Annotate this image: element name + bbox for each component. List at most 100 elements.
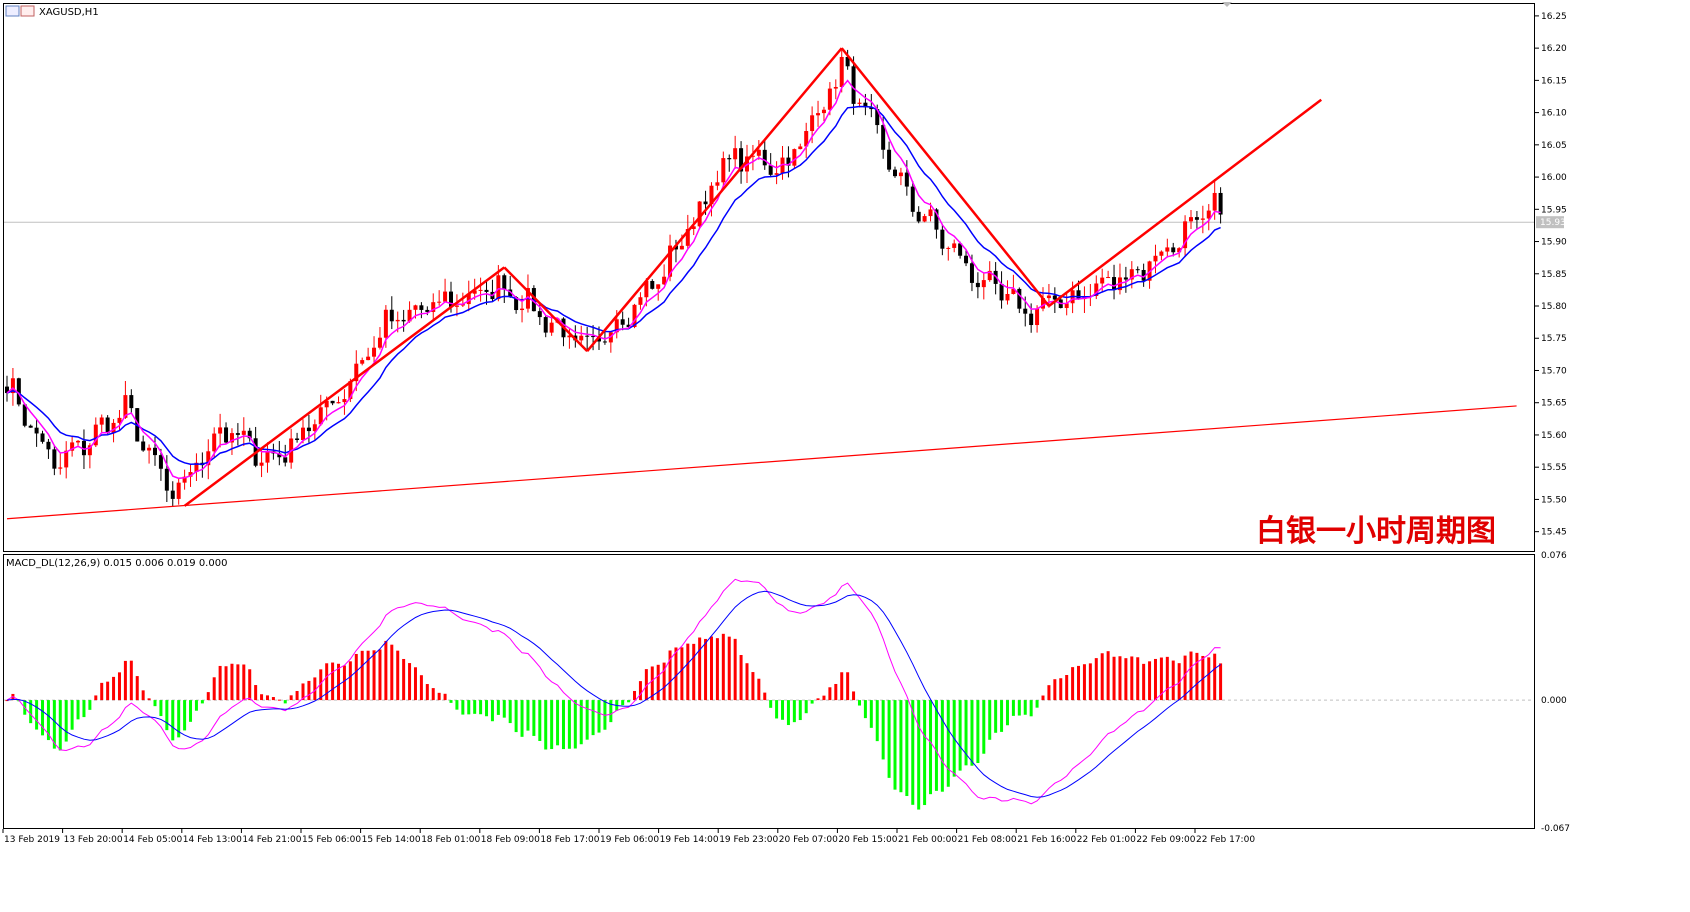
macd-histogram-bar bbox=[260, 694, 264, 701]
macd-histogram-bar bbox=[413, 667, 417, 701]
candle bbox=[543, 315, 548, 338]
candle bbox=[76, 440, 81, 446]
candle bbox=[697, 201, 702, 229]
time-tick-label: 15 Feb 06:00 bbox=[302, 835, 361, 845]
macd-histogram-bar bbox=[1159, 657, 1163, 701]
chart-title: XAGUSD,H1 bbox=[39, 7, 99, 18]
macd-histogram-bar bbox=[769, 700, 773, 708]
macd-histogram-bar bbox=[727, 636, 731, 701]
macd-histogram-bar bbox=[857, 700, 861, 706]
candle bbox=[354, 350, 359, 392]
candle bbox=[342, 389, 347, 415]
macd-histogram-bar bbox=[212, 677, 216, 701]
candle bbox=[437, 290, 442, 306]
macd-histogram-bar bbox=[887, 700, 891, 778]
candle bbox=[336, 396, 341, 404]
candle bbox=[1005, 280, 1010, 305]
macd-histogram-bar bbox=[135, 676, 139, 701]
macd-histogram-bar bbox=[402, 658, 406, 701]
macd-histogram-bar bbox=[1118, 656, 1122, 701]
macd-histogram-bar bbox=[236, 664, 240, 701]
macd-histogram-bar bbox=[946, 700, 950, 787]
candle bbox=[964, 249, 969, 267]
macd-histogram-bar bbox=[46, 700, 50, 741]
candle bbox=[821, 106, 826, 122]
macd-histogram-bar bbox=[378, 649, 382, 701]
candle bbox=[916, 206, 921, 224]
macd-histogram-bar bbox=[757, 678, 761, 701]
candle bbox=[330, 400, 335, 406]
macd-histogram-bar bbox=[88, 700, 92, 710]
candle bbox=[105, 415, 110, 435]
macd-histogram-bar bbox=[739, 655, 743, 701]
price-tick-label: 15.75 bbox=[1541, 334, 1567, 344]
candle bbox=[845, 49, 850, 70]
candle bbox=[170, 481, 175, 508]
macd-histogram-bar bbox=[627, 700, 631, 703]
trendline bbox=[840, 47, 1050, 307]
chart-caption: 白银一小时周期图 bbox=[1256, 514, 1496, 549]
trendline bbox=[586, 47, 843, 352]
macd-histogram-bar bbox=[934, 700, 938, 791]
macd-histogram-bar bbox=[425, 684, 429, 701]
candle bbox=[360, 357, 365, 366]
macd-histogram-bar bbox=[1035, 700, 1039, 708]
macd-histogram-bar bbox=[1130, 656, 1134, 701]
macd-histogram-bar bbox=[70, 700, 74, 730]
macd-histogram-bar bbox=[621, 700, 625, 706]
candle bbox=[10, 367, 15, 406]
macd-histogram-bar bbox=[561, 700, 565, 750]
macd-histogram-bar bbox=[532, 700, 536, 736]
time-tick-label: 13 Feb 2019 bbox=[4, 835, 60, 845]
candles bbox=[5, 49, 1223, 508]
macd-histogram-bar bbox=[301, 683, 305, 701]
macd-histogram-bar bbox=[911, 700, 915, 805]
price-tick-label: 15.60 bbox=[1541, 431, 1567, 441]
macd-histogram-bar bbox=[277, 699, 281, 701]
candle bbox=[372, 336, 377, 366]
macd-histogram-bar bbox=[129, 660, 133, 701]
candle bbox=[721, 151, 726, 187]
macd-histogram-bar bbox=[1136, 657, 1140, 701]
macd-histogram-bar bbox=[745, 663, 749, 701]
candle bbox=[975, 272, 980, 299]
candle bbox=[70, 436, 75, 457]
macd-histogram-bar bbox=[437, 692, 441, 701]
macd-histogram-bar bbox=[1077, 665, 1081, 701]
price-tick-label: 15.55 bbox=[1541, 463, 1567, 473]
macd-histogram-bar bbox=[828, 687, 832, 701]
candle bbox=[1117, 263, 1122, 295]
macd-histogram-bar bbox=[431, 688, 435, 701]
ma-slow-line bbox=[6, 105, 1221, 465]
macd-histogram-bar bbox=[307, 680, 311, 701]
macd-histogram-bar bbox=[721, 633, 725, 701]
macd-histogram-bar bbox=[224, 666, 228, 701]
macd-histogram-bar bbox=[994, 700, 998, 733]
candle bbox=[1017, 287, 1022, 314]
macd-histogram-bar bbox=[556, 700, 560, 746]
candle bbox=[1046, 284, 1051, 308]
candle bbox=[780, 146, 785, 180]
macd-indicator bbox=[5, 578, 1223, 810]
macd-histogram-bar bbox=[337, 663, 341, 701]
macd-histogram-bar bbox=[1177, 663, 1181, 701]
macd-histogram-bar bbox=[1171, 660, 1175, 701]
macd-tick-label: 0.000 bbox=[1541, 696, 1567, 706]
time-tick-label: 14 Feb 13:00 bbox=[183, 835, 242, 845]
macd-histogram-bar bbox=[834, 683, 838, 701]
price-tick-label: 15.70 bbox=[1541, 366, 1567, 376]
candle bbox=[490, 279, 495, 302]
macd-histogram-bar bbox=[988, 700, 992, 740]
candle bbox=[1200, 205, 1205, 234]
macd-histogram-bar bbox=[265, 695, 269, 701]
macd-histogram-bar bbox=[840, 672, 844, 701]
candle bbox=[366, 347, 371, 361]
candle bbox=[153, 436, 157, 466]
candle bbox=[295, 432, 300, 443]
moving-averages bbox=[6, 79, 1221, 480]
candle bbox=[715, 170, 720, 191]
macd-histogram-bar bbox=[496, 700, 500, 715]
candle bbox=[443, 278, 448, 303]
macd-histogram-bar bbox=[319, 669, 323, 701]
